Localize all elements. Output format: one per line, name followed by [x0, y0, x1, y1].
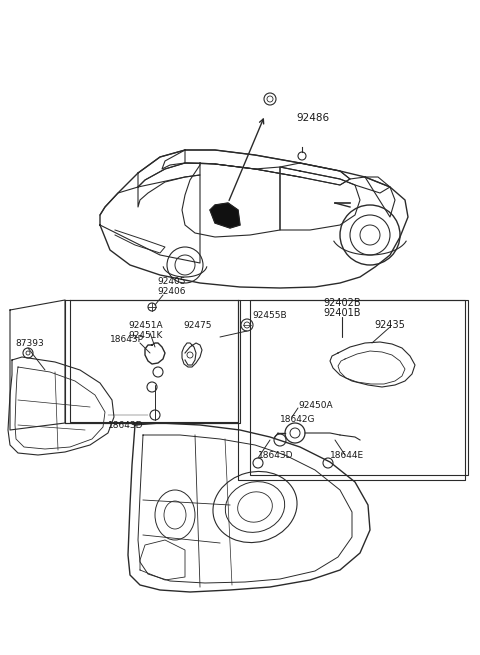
Text: 92435: 92435 [374, 320, 406, 330]
Text: 92402B: 92402B [323, 298, 361, 308]
Text: 18643D: 18643D [108, 421, 144, 430]
Text: 18643D: 18643D [258, 451, 293, 460]
Text: 92406: 92406 [158, 288, 186, 297]
Text: 92455B: 92455B [252, 310, 287, 320]
Text: 92451A: 92451A [128, 320, 163, 329]
Text: 92405: 92405 [158, 278, 186, 286]
Text: 92450A: 92450A [298, 400, 333, 409]
Text: 18642G: 18642G [280, 415, 315, 424]
Text: 92451K: 92451K [128, 331, 162, 339]
Text: 92486: 92486 [296, 113, 329, 123]
Text: 18644E: 18644E [330, 451, 364, 460]
Text: 92401B: 92401B [323, 308, 361, 318]
Text: 92475: 92475 [183, 320, 212, 329]
Text: 18643P: 18643P [110, 335, 144, 345]
Text: 87393: 87393 [16, 339, 44, 348]
Polygon shape [210, 203, 240, 228]
